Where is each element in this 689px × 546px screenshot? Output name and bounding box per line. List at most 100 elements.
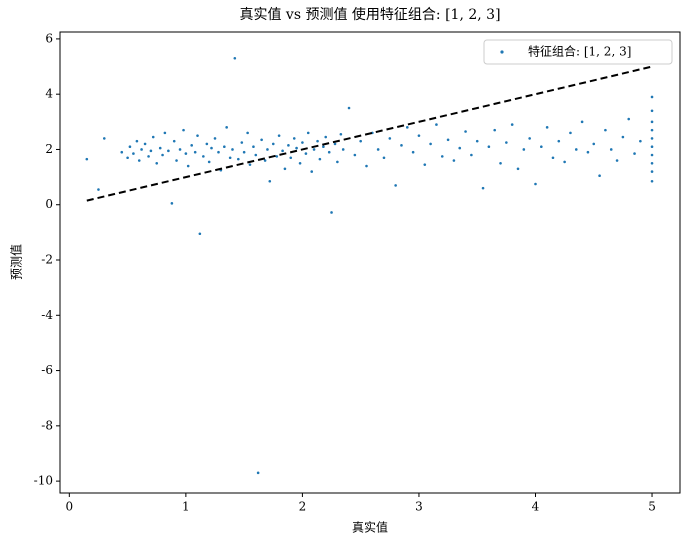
scatter-point — [182, 128, 185, 132]
scatter-point — [435, 123, 438, 126]
y-tick-label: -2 — [41, 253, 53, 267]
y-axis-label: 预测值 — [9, 244, 24, 280]
scatter-point — [196, 134, 199, 137]
scatter-point — [327, 150, 331, 154]
scatter-point — [128, 145, 132, 148]
scatter-point — [175, 159, 178, 162]
scatter-point — [359, 139, 362, 143]
scatter-point — [102, 137, 106, 140]
scatter-point — [263, 159, 267, 162]
scatter-point — [621, 135, 625, 139]
scatter-point — [510, 123, 514, 126]
scatter-point — [242, 150, 246, 154]
scatter-point — [155, 161, 159, 165]
y-tick-label: -10 — [34, 474, 53, 488]
scatter-point — [650, 120, 654, 124]
scatter-point — [207, 160, 211, 164]
scatter-point — [405, 126, 409, 129]
legend-marker — [500, 50, 504, 54]
x-tick-label: 3 — [415, 500, 423, 514]
y-tick-label: -6 — [41, 363, 53, 377]
scatter-point — [330, 211, 333, 214]
scatter-point — [347, 106, 351, 110]
chart-title: 真实值 vs 预测值 使用特征组合: [1, 2, 3] — [239, 6, 500, 23]
x-tick-label: 1 — [182, 500, 190, 514]
scatter-point — [339, 132, 343, 136]
scatter-point — [470, 153, 473, 157]
scatter-point — [499, 161, 502, 165]
scatter-point — [198, 232, 202, 236]
scatter-point — [186, 164, 190, 168]
scatter-point — [475, 139, 479, 143]
scatter-point — [184, 152, 188, 155]
scatter-point — [522, 148, 526, 151]
y-tick-label: -8 — [41, 418, 53, 432]
scatter-point — [151, 135, 155, 139]
scatter-point — [650, 161, 654, 165]
scatter-point — [446, 138, 450, 142]
scatter-point — [137, 159, 141, 162]
scatter-point — [161, 153, 164, 157]
scatter-point — [639, 139, 642, 143]
scatter-point — [580, 120, 584, 124]
scatter-point — [417, 134, 421, 137]
scatter-point — [172, 139, 176, 143]
scatter-point — [240, 141, 244, 144]
scatter-point — [411, 150, 415, 154]
scatter-point — [287, 144, 290, 147]
scatter-point — [266, 148, 269, 151]
scatter-point — [394, 184, 397, 187]
y-tick-label: 6 — [45, 31, 53, 45]
scatter-point — [324, 135, 328, 139]
scatter-point — [147, 155, 150, 158]
scatter-point — [225, 126, 228, 129]
y-tick-label: 0 — [45, 197, 53, 211]
scatter-point — [423, 163, 427, 166]
scatter-point — [633, 152, 636, 155]
scatter-point — [569, 131, 572, 135]
scatter-point — [228, 156, 232, 160]
scatter-point — [545, 126, 549, 129]
scatter-point — [516, 167, 520, 171]
scatter-point — [312, 148, 316, 151]
scatter-point — [281, 149, 284, 153]
scatter-point — [322, 145, 325, 148]
scatter-point — [132, 152, 135, 155]
legend: 特征组合: [1, 2, 3] — [483, 39, 673, 65]
scatter-point — [143, 142, 147, 146]
scatter-point — [316, 139, 319, 143]
scatter-point — [256, 471, 260, 475]
scatter-point — [458, 146, 462, 150]
scatter-point — [135, 139, 139, 143]
scatter-point — [301, 141, 304, 144]
scatter-point — [167, 149, 170, 153]
scatter-point — [376, 148, 380, 151]
scatter-point — [190, 144, 193, 147]
reference-line — [86, 65, 653, 202]
scatter-point — [283, 167, 287, 171]
scatter-point — [295, 146, 298, 150]
scatter-point — [277, 134, 281, 137]
scatter-point — [452, 159, 456, 162]
scatter-point — [551, 156, 555, 160]
scatter-point — [540, 145, 543, 148]
scatter-point — [493, 128, 496, 132]
scatter-point — [557, 139, 561, 143]
scatter-point — [217, 150, 220, 154]
scatter-point — [268, 179, 272, 183]
scatter-point — [170, 202, 174, 205]
scatter-point — [298, 161, 302, 165]
scatter-point — [481, 186, 485, 190]
scatter-point — [292, 137, 296, 140]
scatter-point — [563, 160, 566, 164]
scatter-point — [254, 153, 258, 157]
scatter-point — [528, 137, 531, 140]
scatter-point — [609, 148, 613, 151]
x-tick-label: 2 — [299, 500, 307, 514]
legend-box — [483, 39, 673, 65]
scatter-point — [223, 145, 226, 148]
y-tick-label: -4 — [41, 308, 53, 322]
scatter-point — [85, 157, 89, 161]
